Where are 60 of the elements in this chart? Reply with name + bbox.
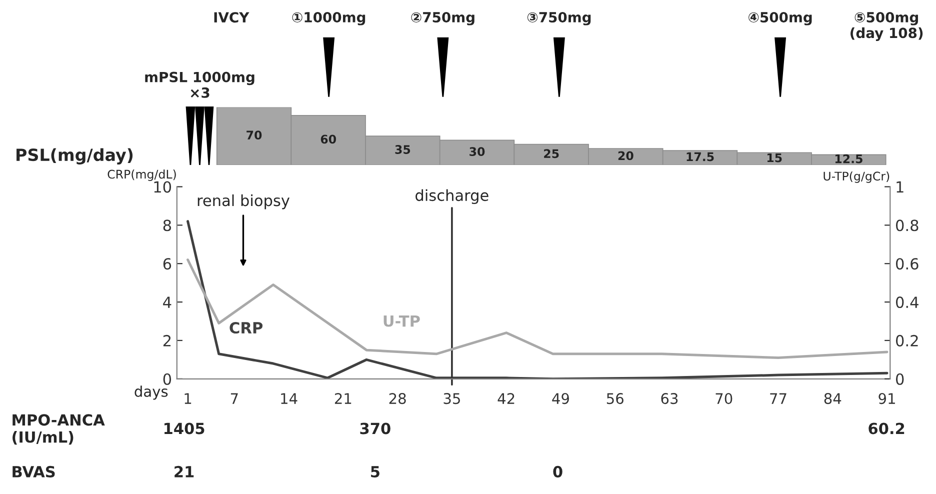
x-tick-label: 1: [184, 393, 192, 404]
y2-tick-label: 0: [896, 373, 904, 385]
line-series: [186, 220, 888, 379]
text: ③750mg: [527, 12, 591, 26]
text: 60.2: [868, 422, 904, 434]
data-label: 15: [767, 153, 782, 162]
x-tick-label: 84: [824, 393, 842, 404]
data-label: 17.5: [686, 152, 714, 162]
y-tick-label: 4: [163, 296, 172, 308]
annotation: renal biopsy: [198, 194, 290, 210]
text: BVAS: [12, 466, 55, 478]
text: ①1000mg: [292, 12, 366, 26]
y-tick-label: 8: [163, 220, 171, 232]
y2-axis-title: U-TP(g/gCr): [824, 171, 890, 183]
text: MPO-ANCA (IU/mL): [12, 414, 105, 445]
y-tick-label: 6: [163, 258, 172, 270]
text: ⑤500mg (day 108): [850, 12, 923, 41]
text: 0: [553, 466, 562, 478]
line-series: [186, 258, 888, 360]
text: 370: [360, 422, 390, 434]
x-tick-label: 28: [389, 393, 406, 404]
y2-tick-label: 0.6: [896, 258, 918, 270]
text: 5: [371, 466, 380, 478]
x-tick-label: 42: [498, 393, 514, 404]
x-tick-label: 63: [661, 393, 678, 404]
x-tick-label: 56: [606, 393, 624, 404]
y2-tick-label: 0.8: [896, 220, 918, 232]
y-tick-label: 2: [163, 334, 171, 346]
data-label: 25: [544, 149, 559, 158]
y2-tick-label: 0.2: [896, 334, 918, 346]
text: 1405: [164, 422, 204, 434]
x-tick-label: 14: [281, 393, 298, 404]
data-label: 30: [470, 147, 485, 156]
x-tick-label: 35: [444, 393, 460, 404]
series-label: CRP: [230, 322, 263, 334]
series-label: U-TP: [384, 315, 420, 327]
data-label: 60: [320, 134, 336, 144]
data-label: 12.5: [835, 154, 862, 164]
y2-tick-label: 1: [896, 181, 904, 193]
y-tick-label: 10: [154, 181, 172, 193]
data-label: 70: [246, 130, 262, 140]
x-tick-label: 21: [334, 393, 352, 404]
text: mPSL 1000mg ×3: [145, 72, 254, 98]
text: IVCY: [214, 12, 250, 23]
text: ②750mg: [411, 12, 474, 26]
x-tick-label: 77: [770, 393, 786, 404]
text: 21: [174, 466, 194, 478]
text: ④500mg: [748, 12, 812, 26]
y-tick-label: 0: [163, 373, 172, 385]
x-axis-title: days: [134, 386, 168, 400]
x-tick-label: 7: [230, 393, 238, 404]
x-tick-label: 70: [716, 393, 732, 404]
data-label: 20: [618, 151, 634, 160]
data-label: 35: [395, 145, 410, 154]
y-axis-title: PSL(mg/day): [16, 148, 133, 164]
x-tick-label: 49: [552, 393, 569, 404]
ref-line-label: discharge: [416, 189, 488, 204]
y2-tick-label: 0.4: [896, 296, 918, 308]
y-axis-title: CRP(mg/dL): [108, 170, 176, 181]
x-tick-label: 91: [878, 393, 895, 404]
